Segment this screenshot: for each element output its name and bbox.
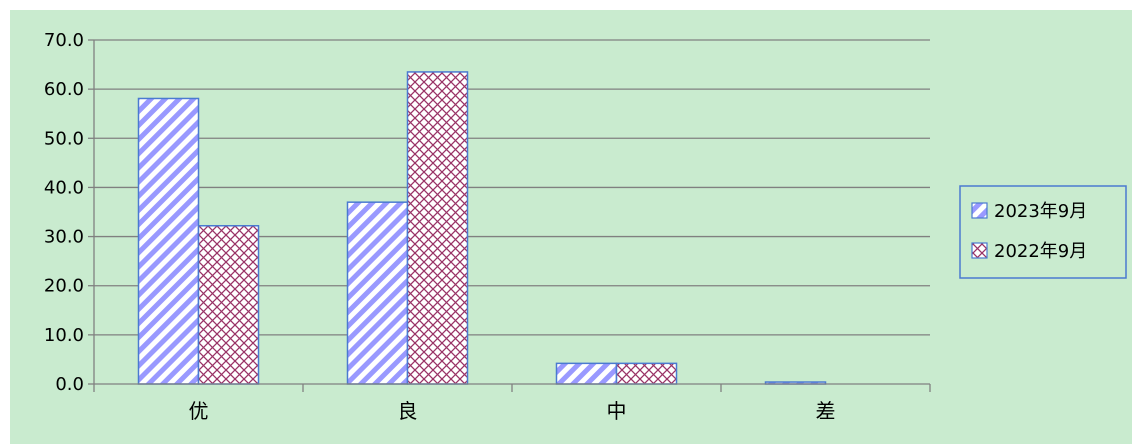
bar-series-1 — [346, 201, 409, 385]
x-category-label: 良 — [398, 399, 418, 423]
legend-swatch — [971, 242, 988, 259]
bar-series-1 — [555, 362, 618, 385]
x-category-label: 优 — [189, 399, 209, 423]
bar-series-2 — [406, 71, 469, 385]
y-tick-label: 70.0 — [44, 30, 84, 51]
legend-label: 2023年9月 — [994, 201, 1087, 222]
y-tick-label: 20.0 — [44, 276, 84, 297]
y-tick-label: 0.0 — [55, 374, 84, 395]
legend-swatch — [971, 202, 988, 219]
x-category-label: 差 — [816, 399, 836, 423]
chart-area: 0.0 10.0 20.0 30.0 40.0 50.0 60.0 70.0 优 良 中 差 2023… — [10, 10, 1132, 444]
bar-chart: 0.0 10.0 20.0 30.0 40.0 50.0 60.0 70.0 优 良 中 差 2023… — [44, 30, 1127, 423]
y-tick-label: 50.0 — [44, 128, 84, 149]
bar-series-2 — [197, 225, 260, 385]
y-tick-label: 60.0 — [44, 79, 84, 100]
legend-label: 2022年9月 — [994, 241, 1087, 262]
legend-box — [959, 185, 1127, 279]
legend: 2023年9月 2022年9月 — [959, 185, 1127, 279]
bar-series-2 — [615, 362, 678, 385]
y-tick-label: 40.0 — [44, 177, 84, 198]
x-category-label: 中 — [607, 399, 627, 423]
bar-series-1 — [137, 97, 200, 385]
y-tick-label: 10.0 — [44, 325, 84, 346]
y-tick-label: 30.0 — [44, 227, 84, 248]
